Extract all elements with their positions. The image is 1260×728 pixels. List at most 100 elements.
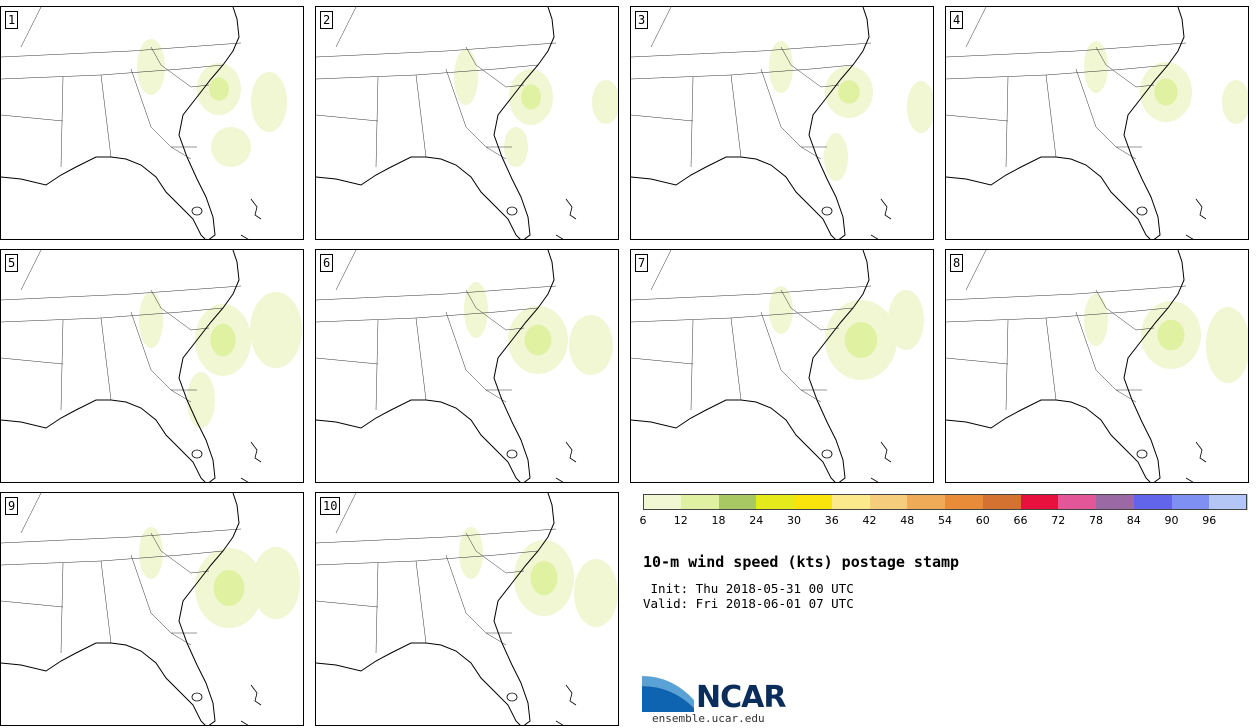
state-boundary — [375, 76, 379, 168]
wind-speed-map — [631, 250, 924, 482]
state-boundary — [631, 285, 872, 301]
colorbar-tick-label: 96 — [1202, 514, 1217, 527]
wind-speed-contour — [1222, 80, 1248, 124]
state-boundary — [1045, 317, 1057, 401]
state-boundary — [100, 317, 112, 401]
bahamas-islands — [240, 198, 262, 239]
lake-okeechobee — [191, 206, 203, 216]
colorbar-tick-label: 78 — [1089, 514, 1103, 527]
ensemble-member-panel: 3 — [630, 6, 934, 240]
state-boundary — [150, 46, 210, 88]
state-boundary — [690, 76, 694, 168]
colorbar-swatch — [1133, 494, 1172, 510]
coastline — [946, 7, 1185, 239]
coastline — [946, 250, 1185, 482]
state-boundary — [1, 307, 224, 323]
state-boundary — [631, 114, 694, 122]
member-number-label: 7 — [635, 254, 649, 272]
state-boundary — [631, 64, 854, 80]
state-boundary — [445, 554, 512, 634]
member-number-label: 6 — [320, 254, 334, 272]
state-boundary — [965, 250, 987, 291]
state-boundary — [730, 74, 742, 158]
wind-speed-contour — [187, 372, 215, 428]
colorbar-swatch — [945, 494, 984, 510]
colorbar-tick-label: 42 — [862, 514, 877, 527]
state-boundary — [946, 357, 1009, 365]
colorbar-tick-label: 66 — [1013, 514, 1028, 527]
state-boundary — [375, 562, 379, 654]
member-number-label: 9 — [5, 497, 19, 515]
bahamas-islands — [555, 684, 577, 725]
colorbar-swatch — [794, 494, 833, 510]
state-boundary — [1005, 319, 1009, 411]
member-number-label: 2 — [320, 11, 334, 29]
state-boundary — [316, 357, 379, 365]
wind-speed-contour-12 — [213, 570, 245, 606]
colorbar-swatch — [869, 494, 908, 510]
wind-speed-contour-12 — [524, 324, 552, 356]
state-boundary — [130, 311, 197, 391]
state-boundary — [316, 64, 539, 80]
wind-speed-contour-12 — [210, 323, 236, 357]
chart-title: 10-m wind speed (kts) postage stamp — [643, 553, 960, 571]
state-boundary — [1, 357, 64, 365]
state-boundary — [946, 42, 1187, 58]
member-number-label: 10 — [320, 497, 341, 515]
state-boundary — [170, 632, 192, 646]
state-boundary — [946, 285, 1187, 301]
bahamas-islands — [555, 441, 577, 482]
colorbar-swatch — [680, 494, 719, 510]
wind-speed-map — [1, 250, 302, 482]
state-boundary — [100, 74, 112, 158]
state-boundary — [631, 357, 694, 365]
state-boundary — [20, 7, 42, 48]
colorbar-swatch — [907, 494, 946, 510]
state-boundary — [1115, 389, 1137, 403]
colorbar-swatch — [831, 494, 870, 510]
wind-speed-contour — [769, 286, 793, 334]
ensemble-member-panel: 9 — [0, 492, 304, 726]
state-boundary — [20, 250, 42, 291]
colorbar-tick-label: 18 — [711, 514, 726, 527]
colorbar-legend: 6 12 18 24 30 36 42 48 54 60 66 72 78 84 90 96 — [640, 494, 1248, 530]
state-boundary — [150, 289, 210, 331]
colorbar-tick-label: 24 — [749, 514, 764, 527]
state-boundary — [465, 46, 525, 88]
colorbar-frame — [643, 494, 1247, 510]
wind-speed-contour — [251, 72, 287, 132]
wind-speed-contour — [574, 559, 618, 627]
state-boundary — [1045, 74, 1057, 158]
state-boundary — [650, 250, 672, 291]
ensemble-member-panel: 6 — [315, 249, 619, 483]
state-boundary — [316, 600, 379, 608]
colorbar-swatch — [1020, 494, 1059, 510]
colorbar-swatch — [1058, 494, 1097, 510]
state-boundary — [130, 68, 197, 148]
bahamas-islands — [240, 441, 262, 482]
ensemble-member-panel: 7 — [630, 249, 934, 483]
colorbar-tick-label: 72 — [1051, 514, 1066, 527]
state-boundary — [965, 7, 987, 48]
wind-speed-map — [316, 7, 618, 239]
bahamas-islands — [1185, 441, 1207, 482]
state-boundary — [100, 560, 112, 644]
wind-speed-map — [316, 493, 618, 725]
state-boundary — [631, 42, 872, 58]
valid-time: Valid: Fri 2018-06-01 07 UTC — [643, 596, 854, 611]
state-boundary — [375, 319, 379, 411]
wind-speed-contour — [569, 315, 613, 375]
colorbar-swatch — [643, 494, 682, 510]
state-boundary — [130, 554, 197, 634]
wind-speed-map — [631, 7, 933, 239]
state-boundary — [60, 319, 64, 411]
ensemble-member-panel: 8 — [945, 249, 1249, 483]
coastline — [316, 250, 555, 482]
state-boundary — [1, 42, 242, 58]
state-boundary — [485, 389, 507, 403]
colorbar-swatch — [1209, 494, 1248, 510]
member-number-label: 8 — [950, 254, 964, 272]
coastline — [1, 493, 240, 725]
colorbar-swatch — [718, 494, 757, 510]
state-boundary — [1, 285, 242, 301]
